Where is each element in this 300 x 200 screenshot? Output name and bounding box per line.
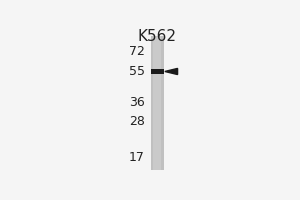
Bar — [153, 36, 161, 170]
Text: K562: K562 — [138, 29, 177, 44]
Text: 36: 36 — [129, 96, 145, 109]
Polygon shape — [165, 68, 178, 75]
Text: 55: 55 — [129, 65, 145, 78]
Bar — [151, 69, 164, 74]
Bar — [151, 36, 164, 170]
Text: 17: 17 — [129, 151, 145, 164]
Text: 72: 72 — [129, 45, 145, 58]
Text: 28: 28 — [129, 115, 145, 128]
